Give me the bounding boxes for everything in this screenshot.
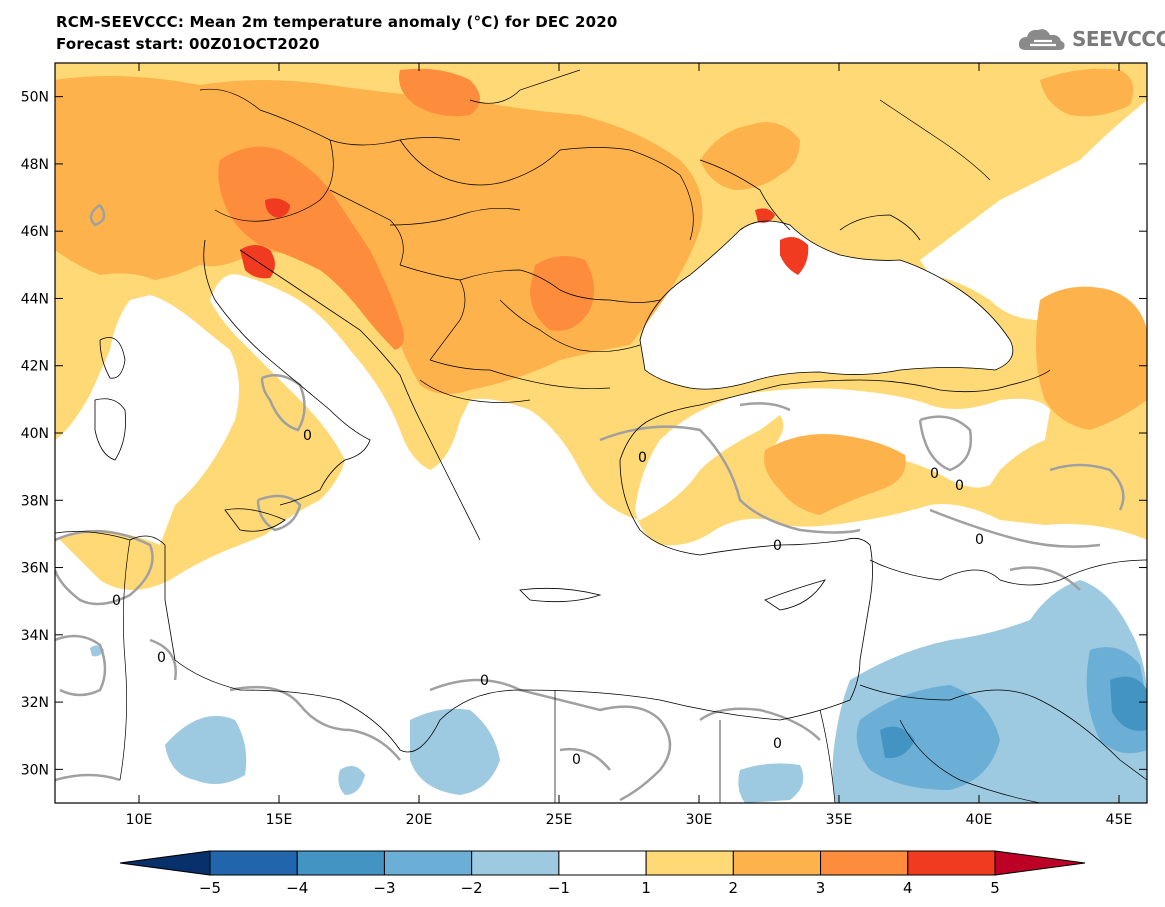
longitude-axis: 10E 15E 20E 25E 30E 35E 40E 45E bbox=[126, 63, 1133, 828]
colorbar-label: −3 bbox=[373, 879, 395, 897]
anomaly-4-5-crimea bbox=[780, 236, 809, 275]
anomaly-2-3-caucasus bbox=[1036, 286, 1147, 430]
anomaly-3-4-north bbox=[399, 68, 480, 117]
contour-label: 0 bbox=[303, 428, 312, 444]
logo-text: SEEVCCC bbox=[1072, 27, 1165, 51]
lat-tick-label: 40N bbox=[21, 426, 49, 442]
contour-label: 0 bbox=[930, 466, 939, 482]
lat-tick-label: 32N bbox=[21, 695, 49, 711]
contour-label: 0 bbox=[773, 736, 782, 752]
colorbar-label: −5 bbox=[199, 879, 221, 897]
colorbar-segment bbox=[645, 850, 734, 876]
colorbar-label: −2 bbox=[461, 879, 483, 897]
coastlines bbox=[55, 159, 1051, 753]
lat-tick-label: 38N bbox=[21, 493, 49, 509]
anomaly-3-4-romania bbox=[530, 256, 594, 331]
country-borders bbox=[119, 69, 1147, 803]
anomaly-2-3-northeast bbox=[1040, 68, 1134, 117]
lon-tick-label: 25E bbox=[546, 812, 573, 828]
lon-tick-label: 30E bbox=[686, 812, 713, 828]
contour-label: 0 bbox=[975, 532, 984, 548]
lon-tick-label: 15E bbox=[266, 812, 293, 828]
seevccc-logo: SEEVCCC bbox=[1016, 24, 1165, 54]
map-area: 0 0 0 0 0 0 0 0 0 0 0 bbox=[55, 63, 1147, 803]
lon-tick-label: 35E bbox=[826, 812, 853, 828]
anomaly-neg-3-4-iraq bbox=[1110, 676, 1147, 731]
neutral-zone-east bbox=[920, 100, 1147, 340]
colorbar: −5 −4 −3 −2 −1 1 2 3 4 5 bbox=[119, 850, 1086, 897]
anomaly-neg-3-4-jordan bbox=[880, 726, 915, 759]
colorbar-label: 4 bbox=[903, 879, 913, 897]
anomaly-4-5-odessa bbox=[755, 208, 775, 223]
anomaly-neg-1-2-libya-west bbox=[165, 715, 247, 784]
colorbar-label: −1 bbox=[548, 879, 570, 897]
latitude-axis: 30N 32N 34N 36N 38N 40N 42N 44N 46N 48N 50N bbox=[21, 90, 1147, 778]
colorbar-segment bbox=[209, 850, 298, 876]
colorbar-segment bbox=[732, 850, 822, 876]
lat-tick-label: 46N bbox=[21, 224, 49, 240]
zero-contour-labels: 0 0 0 0 0 0 0 0 0 0 0 bbox=[112, 428, 984, 768]
colorbar-label: 3 bbox=[816, 879, 826, 897]
colorbar-segment bbox=[296, 850, 385, 876]
lon-tick-label: 10E bbox=[126, 812, 153, 828]
map-title: RCM-SEEVCCC: Mean 2m temperature anomaly… bbox=[56, 13, 618, 31]
lat-tick-label: 30N bbox=[21, 762, 49, 778]
anomaly-2-3-turkey bbox=[764, 434, 906, 515]
colorbar-label: 2 bbox=[729, 879, 739, 897]
contour-label: 0 bbox=[112, 593, 121, 609]
lat-tick-label: 34N bbox=[21, 628, 49, 644]
neutral-zone-south bbox=[55, 295, 239, 545]
contour-label: 0 bbox=[572, 752, 581, 768]
anomaly-neg-1-2-egypt bbox=[738, 763, 804, 803]
contour-label: 0 bbox=[157, 650, 166, 666]
contour-label: 0 bbox=[773, 538, 782, 554]
colorbar-segment bbox=[994, 850, 1086, 876]
lat-tick-label: 48N bbox=[21, 157, 49, 173]
colorbar-segment bbox=[820, 850, 909, 876]
lat-tick-label: 44N bbox=[21, 291, 49, 307]
contour-label: 0 bbox=[955, 478, 964, 494]
colorbar-segment bbox=[471, 850, 560, 876]
colorbar-segment bbox=[383, 850, 473, 876]
forecast-start-label: Forecast start: 00Z01OCT2020 bbox=[56, 35, 320, 53]
colorbar-segment bbox=[119, 850, 211, 876]
colorbar-label: 1 bbox=[641, 879, 651, 897]
zero-contours bbox=[55, 203, 1125, 802]
lat-tick-label: 50N bbox=[21, 90, 49, 106]
colorbar-segment bbox=[907, 850, 996, 876]
lat-tick-label: 42N bbox=[21, 359, 49, 375]
anomaly-neg-1-2-small bbox=[338, 766, 365, 795]
lon-tick-label: 40E bbox=[966, 812, 993, 828]
lat-tick-label: 36N bbox=[21, 561, 49, 577]
contour-label: 0 bbox=[480, 673, 489, 689]
lon-tick-label: 45E bbox=[1106, 812, 1133, 828]
cloud-icon bbox=[1018, 29, 1065, 50]
lon-tick-label: 20E bbox=[406, 812, 433, 828]
anomaly-neg-2-3-east bbox=[856, 685, 1000, 790]
anomaly-2-3-ukraine bbox=[700, 122, 800, 190]
anomaly-4-5-alps bbox=[265, 198, 290, 218]
black-sea-white bbox=[640, 221, 1013, 390]
colorbar-label: 5 bbox=[990, 879, 1000, 897]
anomaly-3-4-alps bbox=[218, 146, 404, 350]
colorbar-label: −4 bbox=[286, 879, 308, 897]
contour-label: 0 bbox=[638, 450, 647, 466]
anomaly-neg-1-2-libya bbox=[410, 708, 500, 795]
colorbar-segment bbox=[558, 850, 647, 876]
